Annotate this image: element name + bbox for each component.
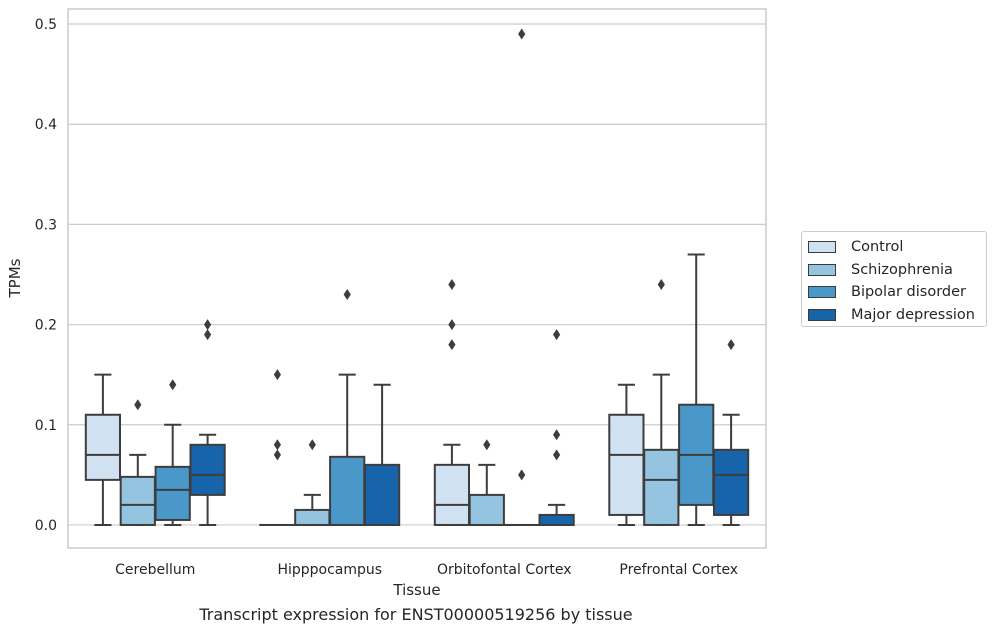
box-body xyxy=(363,463,401,526)
legend-item: Control xyxy=(808,236,986,259)
outlier-point xyxy=(518,469,526,481)
y-axis-label: TPMs xyxy=(6,258,24,298)
outlier-point xyxy=(518,28,526,40)
legend-item: Schizophrenia xyxy=(808,259,986,282)
legend-label: Bipolar disorder xyxy=(851,284,966,301)
gridlines xyxy=(68,23,766,526)
box xyxy=(712,339,750,526)
box-body xyxy=(433,463,471,526)
legend-swatch xyxy=(808,308,836,321)
box xyxy=(503,28,540,526)
x-tick-labels: Cerebellum Hipppocampus Orbitofontal Corte… xyxy=(115,562,738,578)
x-axis-label: Tissue xyxy=(392,581,440,599)
legend-item: Major depression xyxy=(808,304,986,327)
outlier-point xyxy=(134,399,142,411)
figure-caption: Transcript expression for ENST0000051925… xyxy=(199,605,633,624)
box xyxy=(189,319,226,526)
box-body xyxy=(643,448,680,526)
box-body xyxy=(468,493,505,526)
y-tick-label: 0.5 xyxy=(35,17,57,33)
box-body xyxy=(189,443,226,496)
outlier-point xyxy=(204,319,212,331)
x-tick-label: Cerebellum xyxy=(115,562,195,578)
box-body xyxy=(84,413,122,481)
box xyxy=(538,329,575,526)
outlier-point xyxy=(553,329,561,341)
box xyxy=(608,383,645,526)
box xyxy=(433,279,471,526)
box-body xyxy=(329,455,366,526)
legend: Control Schizophrenia Bipolar disorder Majo… xyxy=(801,231,987,327)
boxes-layer xyxy=(84,28,750,526)
outlier-point xyxy=(273,449,281,461)
legend-swatch xyxy=(808,241,836,254)
box xyxy=(84,373,122,526)
y-tick-label: 0.0 xyxy=(35,518,57,534)
outlier-point xyxy=(448,339,456,351)
y-tick-labels: 0.0 0.1 0.2 0.3 0.4 0.5 xyxy=(35,17,57,534)
legend-label: Major depression xyxy=(851,306,975,323)
outlier-point xyxy=(553,449,561,461)
box-body xyxy=(294,508,331,526)
box-body xyxy=(154,465,191,521)
box xyxy=(259,369,296,526)
box xyxy=(294,439,331,526)
box xyxy=(119,399,156,526)
outlier-point xyxy=(273,369,281,381)
plot-frame xyxy=(67,8,767,549)
outlier-point xyxy=(308,439,316,451)
legend-item: Bipolar disorder xyxy=(808,281,986,304)
outlier-point xyxy=(448,319,456,331)
x-tick-label: Hipppocampus xyxy=(277,562,382,578)
legend-label: Schizophrenia xyxy=(851,261,953,278)
box xyxy=(363,383,401,526)
box xyxy=(329,289,366,526)
outlier-point xyxy=(273,439,281,451)
y-tick-label: 0.1 xyxy=(35,418,57,434)
outlier-point xyxy=(169,379,177,391)
outlier-point xyxy=(657,279,665,291)
y-tick-label: 0.4 xyxy=(35,117,57,133)
outlier-point xyxy=(483,439,491,451)
outlier-point xyxy=(553,429,561,441)
outlier-point xyxy=(448,279,456,291)
legend-swatch xyxy=(808,286,836,299)
y-tick-label: 0.3 xyxy=(35,217,57,233)
box xyxy=(468,439,505,526)
box xyxy=(154,379,191,526)
box-body xyxy=(608,413,645,516)
legend-label: Control xyxy=(851,239,904,256)
box-body xyxy=(712,448,750,516)
legend-swatch xyxy=(808,263,836,276)
outlier-point xyxy=(204,329,212,341)
y-tick-label: 0.2 xyxy=(35,318,57,334)
outlier-point xyxy=(343,289,351,301)
outlier-point xyxy=(727,339,735,351)
box-body xyxy=(119,475,156,526)
x-tick-label: Prefrontal Cortex xyxy=(619,562,738,578)
box-body xyxy=(538,513,575,526)
x-tick-label: Orbitofontal Cortex xyxy=(437,562,572,578)
box xyxy=(643,279,680,526)
